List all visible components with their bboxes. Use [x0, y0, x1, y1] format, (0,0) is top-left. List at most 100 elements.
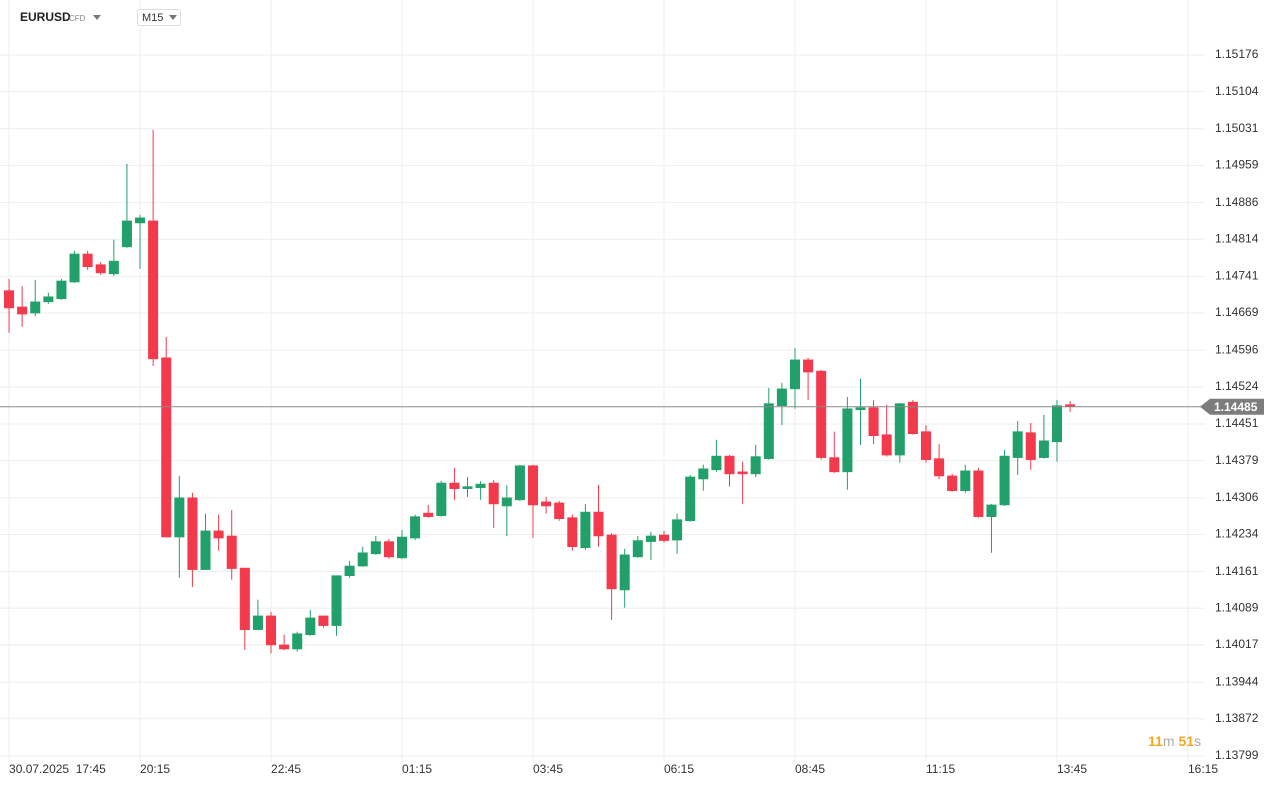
grid-layer — [0, 0, 1205, 762]
candle-body — [920, 431, 932, 460]
candle-body — [174, 497, 185, 538]
candle-body — [1025, 432, 1036, 460]
y-tick-label: 1.14596 — [1215, 342, 1259, 356]
candle-body — [148, 220, 159, 360]
seconds: 51 — [1178, 733, 1194, 749]
timeframe-button[interactable] — [137, 9, 181, 26]
candle-body — [947, 475, 958, 491]
candle-body — [1012, 431, 1023, 458]
candle-body — [187, 497, 198, 570]
candle-body — [645, 535, 656, 542]
candle-body — [82, 253, 93, 268]
candle-body — [763, 403, 774, 459]
candle-body — [4, 290, 15, 309]
candle-body — [894, 403, 905, 456]
candle-body — [292, 633, 303, 650]
candle-body — [986, 504, 997, 517]
candle-body — [855, 407, 866, 411]
y-tick-label: 1.14451 — [1215, 416, 1259, 430]
candle-body — [69, 253, 80, 283]
candle-body — [344, 565, 355, 576]
candle-body — [711, 455, 722, 471]
y-tick-label: 1.14959 — [1215, 158, 1259, 172]
candle-body — [95, 264, 106, 274]
candle-body — [370, 541, 381, 555]
candle-body — [999, 455, 1010, 506]
candle-body — [1051, 405, 1062, 443]
minutes: 11 — [1148, 733, 1163, 749]
y-tick-label: 1.14379 — [1215, 453, 1259, 467]
symbol-dropdown[interactable] — [93, 15, 101, 20]
y-tick-label: 1.13872 — [1215, 711, 1259, 725]
candle-body — [750, 456, 761, 475]
candle-body — [960, 470, 971, 491]
candle-body — [436, 482, 447, 516]
candle-body — [698, 468, 709, 480]
countdown: 11m 51s — [1148, 733, 1201, 749]
candle-body — [252, 615, 263, 630]
candle-body — [776, 388, 787, 406]
candle-body — [789, 359, 801, 390]
candle-body — [56, 280, 67, 300]
header: EURUSD CFD M15 — [20, 9, 181, 26]
x-tick-label: 16:15 — [1188, 762, 1218, 776]
x-tick-label: 11:15 — [926, 762, 955, 776]
x-tick-label: 20:15 — [140, 762, 170, 776]
candle-body — [17, 306, 28, 315]
y-tick-label: 1.15176 — [1215, 47, 1259, 61]
y-tick-label: 1.15104 — [1215, 84, 1259, 98]
y-tick-label: 1.14886 — [1215, 195, 1259, 209]
candle-body — [658, 534, 670, 541]
y-tick-label: 1.13799 — [1215, 748, 1259, 762]
candle-body — [449, 482, 460, 489]
candle-body — [475, 483, 486, 488]
y-tick-label: 1.14741 — [1215, 269, 1259, 283]
candle-body — [685, 476, 696, 522]
y-tick-label: 1.15031 — [1215, 121, 1259, 135]
x-tick-label: 06:15 — [664, 762, 694, 776]
x-tick-label: 13:45 — [1057, 762, 1087, 776]
candle-body — [881, 434, 892, 456]
y-tick-label: 1.14089 — [1215, 600, 1259, 614]
candle-body — [161, 357, 172, 538]
candle-body — [462, 486, 473, 489]
candle-body — [213, 530, 224, 539]
candle-body — [1038, 440, 1049, 458]
x-tick-label: 01:15 — [402, 762, 432, 776]
candle-body — [501, 497, 512, 507]
candle-body — [108, 260, 119, 275]
current-price-tag — [1200, 398, 1264, 415]
candle-body — [567, 517, 578, 547]
candle-body — [331, 575, 342, 626]
candle-body — [606, 534, 617, 590]
symbol[interactable]: EURUSD — [20, 10, 71, 24]
x-tick-label: 03:45 — [533, 762, 563, 776]
candle-body — [803, 359, 814, 373]
candle-body — [619, 554, 630, 591]
candle-body — [397, 536, 408, 559]
candle-body — [279, 644, 290, 650]
y-tick-label: 1.14017 — [1215, 637, 1259, 651]
candle-body — [554, 502, 565, 519]
candle-body — [580, 511, 591, 549]
timeframe-dropdown[interactable] — [169, 15, 177, 20]
x-tick-label: 30.07.2025 17:45 — [9, 762, 106, 776]
y-tick-label: 1.14669 — [1215, 305, 1259, 319]
y-tick-label: 1.14161 — [1215, 564, 1259, 578]
candle-body — [816, 370, 827, 458]
candle-body — [135, 217, 146, 224]
candle-body — [410, 516, 421, 539]
timeframe[interactable]: M15 — [142, 12, 163, 24]
candle-body — [868, 407, 879, 437]
candle-body — [593, 511, 604, 537]
candle-body — [266, 615, 277, 646]
seconds-unit: s — [1194, 733, 1201, 749]
candle-body — [907, 401, 918, 434]
candle-body — [541, 501, 552, 507]
candle-body — [632, 540, 643, 558]
labels-layer: 1.15176 1.15104 1.15031 1.14959 1.14886 1.148… — [9, 47, 1264, 776]
candle-body — [200, 530, 211, 570]
candle-body — [423, 512, 434, 517]
